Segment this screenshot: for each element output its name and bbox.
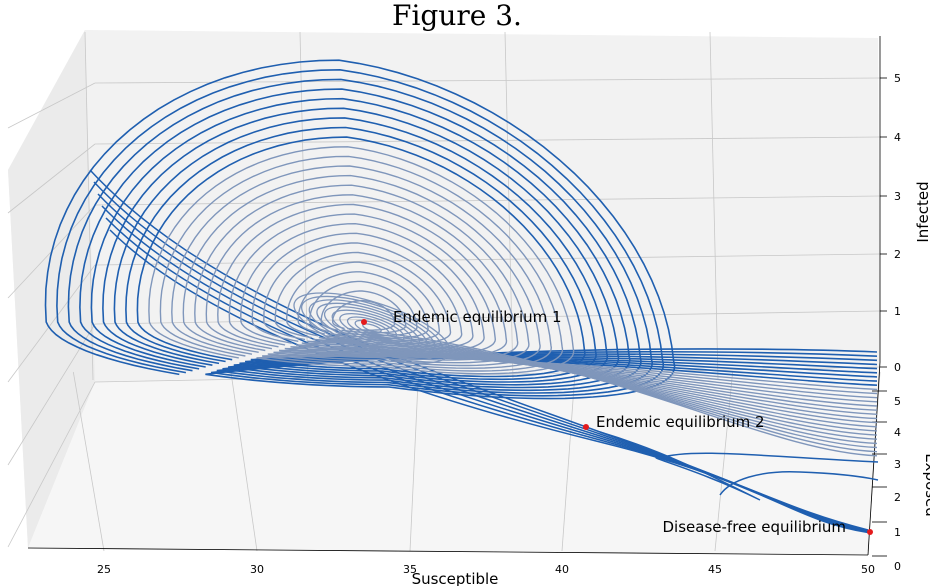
trajectory-line bbox=[297, 271, 878, 445]
z-tick-label: 2 bbox=[894, 248, 901, 261]
grid-line-back bbox=[709, 31, 719, 381]
trajectory-spiral bbox=[362, 323, 382, 333]
trajectory-spiral bbox=[346, 316, 398, 340]
equilibrium-label-1: Endemic equilibrium 1 bbox=[393, 308, 562, 326]
x-axis-line bbox=[27, 547, 869, 556]
trajectory-loop bbox=[719, 471, 879, 496]
y-tick-label: 5 bbox=[894, 395, 901, 408]
equilibrium-label-2: Endemic equilibrium 2 bbox=[596, 413, 765, 431]
x-tick-label: 50 bbox=[861, 563, 875, 576]
grid-line-z-side bbox=[7, 143, 96, 214]
grid-line-back bbox=[504, 31, 514, 381]
equilibrium-point-1 bbox=[361, 319, 367, 325]
z-tick-label: 0 bbox=[894, 361, 901, 374]
grid-line-z bbox=[94, 310, 881, 325]
z-tick-label: 3 bbox=[894, 190, 901, 203]
figure-title: Figure 3. bbox=[392, 0, 522, 32]
y-tick-label: 4 bbox=[894, 426, 901, 439]
grid-line-z-side bbox=[7, 82, 96, 129]
equilibrium-point-3 bbox=[867, 529, 873, 535]
x-axis-label: Susceptible bbox=[412, 570, 499, 586]
trajectory-line bbox=[194, 184, 878, 407]
trajectory-line bbox=[332, 299, 878, 457]
grid-line-back bbox=[299, 31, 309, 381]
y-tick-label: 1 bbox=[894, 526, 901, 539]
trajectory-line bbox=[274, 251, 878, 436]
trajectory-line bbox=[240, 222, 878, 424]
trajectory-spiral bbox=[300, 295, 444, 361]
z-tick-label: 5 bbox=[894, 72, 901, 85]
z-axis-label: Infected bbox=[914, 181, 930, 242]
trajectory-spiral bbox=[293, 292, 451, 364]
trajectory-line bbox=[228, 213, 878, 420]
grid-line-x bbox=[714, 371, 734, 552]
trajectory-spiral bbox=[331, 309, 413, 347]
y-axis-line bbox=[867, 361, 881, 556]
trajectory-spiral bbox=[354, 319, 390, 337]
grid-line-x bbox=[409, 371, 419, 552]
grid-line-z-side bbox=[7, 381, 96, 548]
z-tick-label: 1 bbox=[894, 305, 901, 318]
grid-line-z-side bbox=[7, 323, 96, 466]
x-tick-label: 45 bbox=[708, 563, 722, 576]
grid-line-x bbox=[561, 371, 576, 552]
grid-line-x bbox=[230, 371, 258, 552]
x-tick-label: 40 bbox=[555, 563, 569, 576]
axes-lines bbox=[27, 36, 887, 557]
trajectory-spiral bbox=[323, 306, 421, 350]
x-tick-label: 35 bbox=[403, 563, 417, 576]
equilibrium-label-3: Disease-free equilibrium bbox=[663, 518, 847, 536]
trajectory-line bbox=[205, 194, 878, 411]
trajectory-group-inner bbox=[148, 146, 878, 457]
grid-line-x bbox=[72, 371, 105, 552]
trajectory-line bbox=[263, 242, 878, 432]
trajectory-spiral bbox=[316, 302, 428, 354]
trajectory-spiral bbox=[339, 312, 405, 344]
y-tick-label: 0 bbox=[894, 560, 901, 573]
pane-back bbox=[8, 30, 880, 555]
grid-line-z bbox=[94, 195, 881, 206]
trajectory-spiral bbox=[308, 299, 436, 357]
z-tick-label: 4 bbox=[894, 131, 901, 144]
trajectory-loop bbox=[599, 431, 879, 501]
equilibria-group: Endemic equilibrium 1 Endemic equilibriu… bbox=[361, 308, 873, 536]
y-tick-label: 3 bbox=[894, 458, 901, 471]
grid-line-z bbox=[94, 77, 881, 84]
grid-line-z bbox=[94, 253, 881, 266]
trajectory-line bbox=[251, 232, 878, 428]
trajectory-line bbox=[285, 261, 878, 440]
y-axis-label: Exposed bbox=[922, 453, 930, 517]
x-tick-label: 25 bbox=[97, 563, 111, 576]
x-tick-label: 30 bbox=[250, 563, 264, 576]
y-tick-label: 2 bbox=[894, 491, 901, 504]
equilibrium-point-2 bbox=[583, 424, 589, 430]
